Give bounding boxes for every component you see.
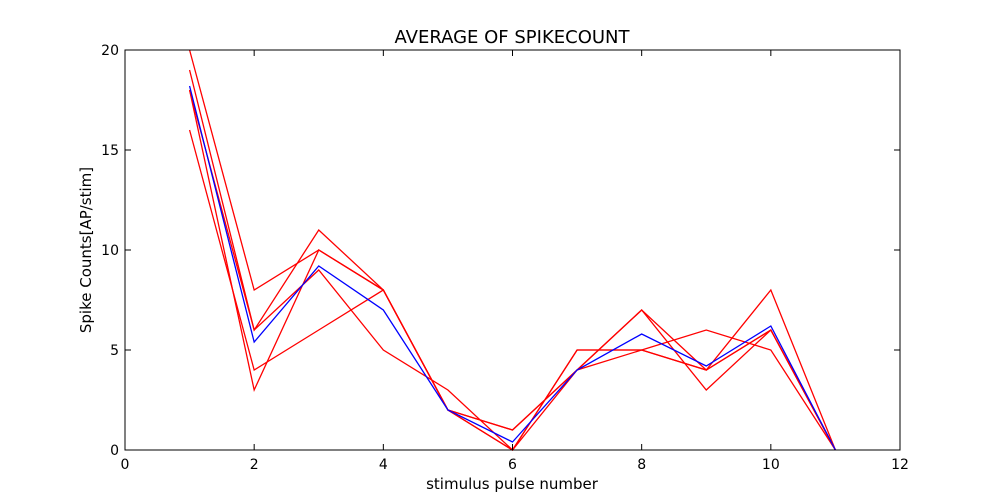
series-layer bbox=[188, 49, 837, 452]
series-line-4 bbox=[188, 129, 836, 451]
x-axis: 0 2 4 6 8 10 12 bbox=[121, 50, 909, 473]
y-tick-label: 20 bbox=[101, 43, 119, 59]
x-axis-label: stimulus pulse number bbox=[426, 475, 599, 493]
plot-area-frame bbox=[124, 49, 901, 451]
x-tick-label: 2 bbox=[250, 457, 259, 473]
series-line-3 bbox=[188, 89, 836, 451]
x-tick-label: 6 bbox=[508, 457, 517, 473]
series-line-2 bbox=[188, 69, 837, 451]
x-tick-label: 4 bbox=[379, 457, 388, 473]
y-axis: 0 5 10 15 20 bbox=[101, 43, 900, 459]
series-line-6 bbox=[188, 85, 836, 451]
x-tick-label: 12 bbox=[891, 457, 909, 473]
series-line-1 bbox=[188, 49, 836, 451]
y-axis-label: Spike Counts[AP/stim] bbox=[77, 167, 95, 333]
y-tick-label: 0 bbox=[110, 443, 119, 459]
y-tick-label: 15 bbox=[101, 143, 119, 159]
x-tick-label: 8 bbox=[637, 457, 646, 473]
x-tick-label: 0 bbox=[121, 457, 130, 473]
y-tick-label: 5 bbox=[110, 343, 119, 359]
y-tick-label: 10 bbox=[101, 243, 119, 259]
chart-title: AVERAGE OF SPIKECOUNT bbox=[394, 27, 630, 48]
x-tick-label: 10 bbox=[762, 457, 780, 473]
